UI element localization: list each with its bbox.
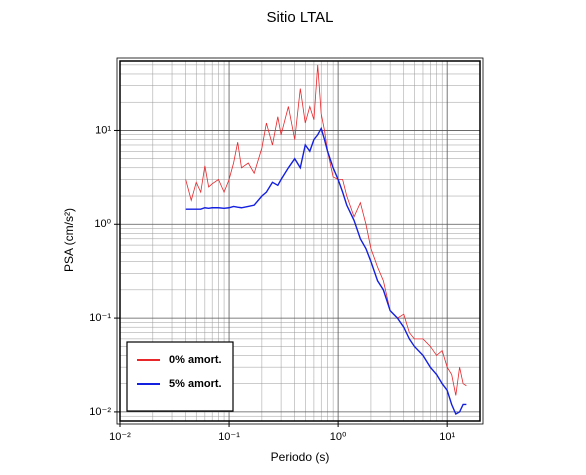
x-tick-label: 10¹ — [439, 431, 455, 443]
x-tick-label: 10⁻¹ — [218, 431, 240, 443]
series-line — [185, 126, 467, 415]
legend-label: 0% amort. — [169, 354, 222, 366]
x-axis-label: Periodo (s) — [271, 450, 330, 464]
plot-frame-outer — [116, 57, 484, 425]
chart-title: Sitio LTAL — [267, 9, 334, 26]
y-axis-label: PSA (cm/s²) — [62, 208, 76, 272]
legend-box — [126, 341, 234, 412]
y-tick-label: 10⁻² — [89, 406, 111, 418]
x-tick-label: 10⁻² — [109, 431, 131, 443]
legend-label: 5% amort. — [169, 378, 222, 390]
plot-frame — [119, 60, 481, 422]
y-tick-label: 10¹ — [95, 124, 111, 136]
y-tick-label: 10⁻¹ — [89, 312, 111, 324]
series-line — [185, 64, 467, 396]
x-tick-label: 10⁰ — [330, 431, 347, 443]
y-tick-label: 10⁰ — [94, 218, 111, 230]
